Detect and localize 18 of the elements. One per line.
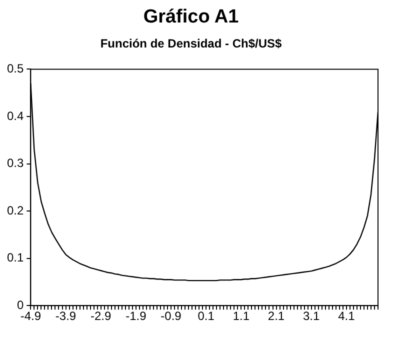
x-tick-label: -3.9 [55, 309, 76, 324]
x-tick-label: -0.9 [160, 309, 182, 324]
y-tick-label: 0.5 [6, 62, 24, 76]
x-tick-label: 1.1 [232, 309, 250, 324]
x-tick-label: -1.9 [126, 309, 147, 324]
y-tick-label: 0.2 [6, 203, 24, 218]
x-tick-label: -2.9 [90, 309, 112, 324]
x-tick-label: 0.1 [198, 309, 215, 324]
x-tick-label: 2.1 [268, 309, 285, 324]
x-tick-label: 3.1 [303, 309, 320, 324]
chart-title: Gráfico A1 [143, 6, 240, 28]
chart-subtitle: Función de Densidad - Ch$/US$ [100, 36, 282, 50]
y-tick-label: 0.4 [6, 108, 24, 123]
y-tick-label: 0.1 [6, 250, 24, 265]
x-tick-label: 4.1 [338, 309, 356, 324]
x-tick-label: -4.9 [20, 309, 42, 324]
y-tick-label: 0.3 [6, 156, 24, 170]
y-tick-label: 0 [16, 298, 24, 312]
